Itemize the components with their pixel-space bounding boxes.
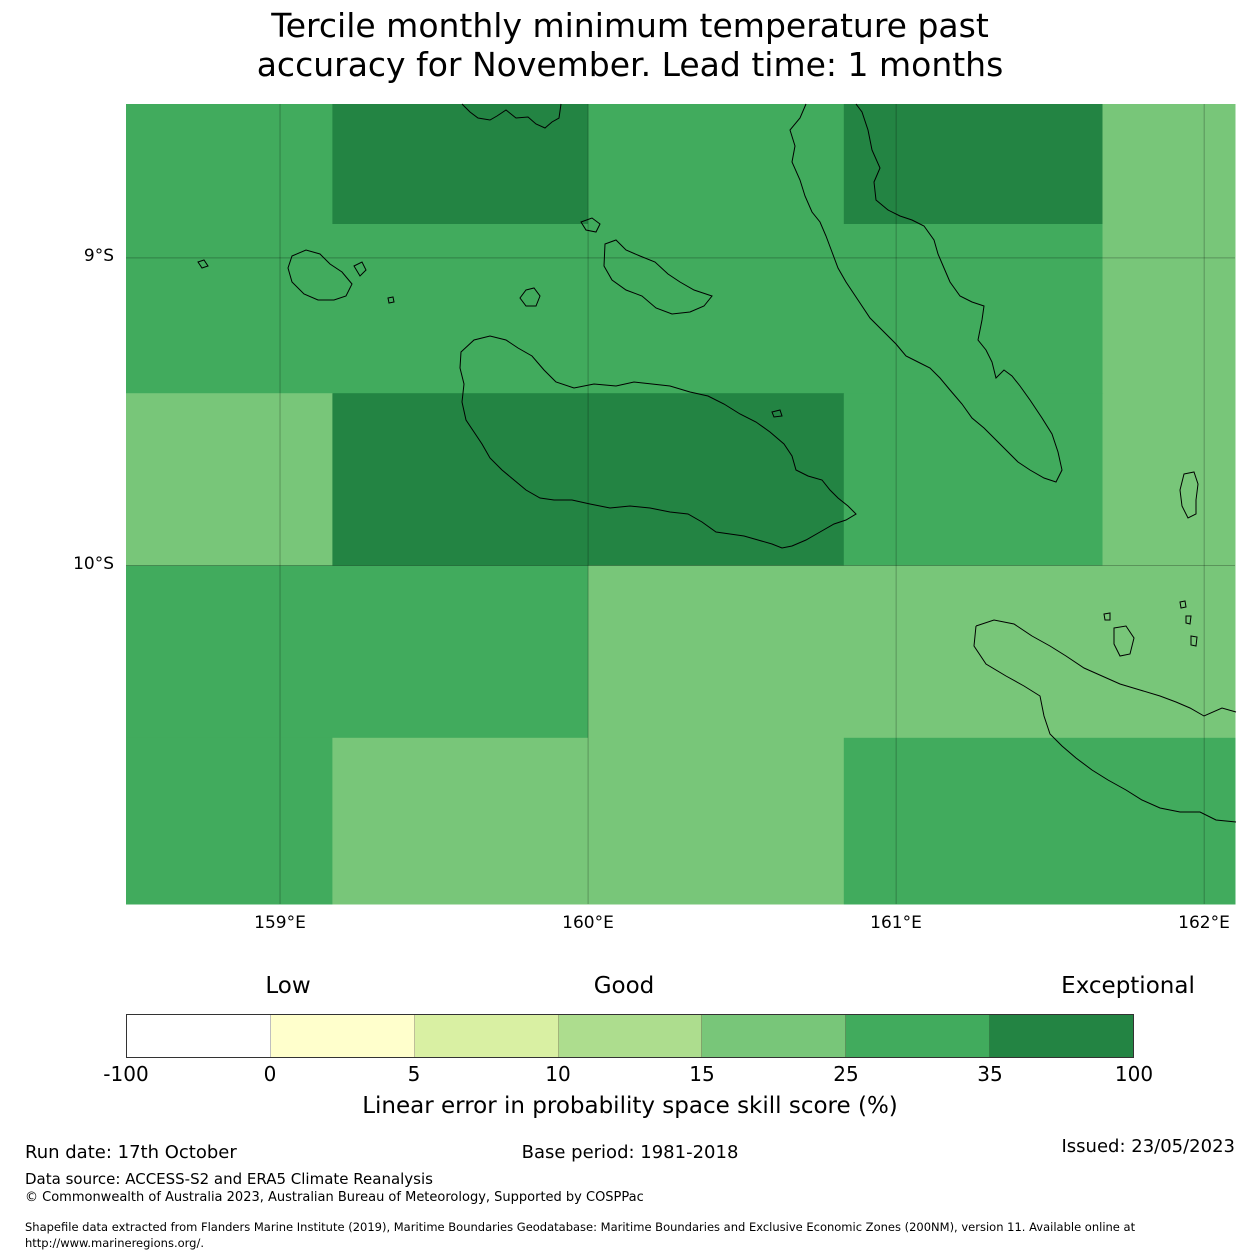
skill-cell-r4-c2	[843, 737, 1236, 905]
chart-title: Tercile monthly minimum temperature past…	[0, 6, 1260, 84]
skill-map	[126, 103, 1237, 905]
lon-label-162e: 162°E	[1178, 913, 1230, 933]
lat-label-9s: 9°S	[83, 246, 114, 266]
skill-cell-r4-c1	[332, 737, 845, 905]
skill-cell-r0-c2	[588, 104, 845, 225]
coast-isabel-north	[461, 103, 562, 129]
colorbar-segment-1	[127, 1015, 271, 1057]
coast-ugi	[1113, 625, 1135, 657]
coast-russell	[287, 249, 353, 301]
coast-islet-d	[1185, 615, 1192, 625]
lat-label-10s: 10°S	[73, 554, 114, 574]
colorbar-segment-7	[990, 1015, 1134, 1057]
coast-guadalcanal	[459, 335, 857, 549]
colorbar-label: Linear error in probability space skill …	[362, 1093, 898, 1119]
data-source: Data source: ACCESS-S2 and ERA5 Climate …	[25, 1170, 433, 1188]
legend-good: Good	[593, 973, 655, 999]
coast-savo	[519, 287, 541, 307]
skill-cell-r3-c1	[588, 565, 1236, 739]
colorbar-segment-5	[702, 1015, 847, 1057]
colorbar-tick-6: 25	[833, 1062, 859, 1086]
legend-low: Low	[265, 973, 311, 999]
colorbar-segment-3	[414, 1015, 559, 1057]
skill-cell-r0-c3	[843, 104, 1104, 225]
base-period: Base period: 1981-2018	[521, 1142, 739, 1163]
colorbar	[126, 1014, 1134, 1058]
colorbar-tick-8: 100	[1114, 1062, 1154, 1086]
colorbar-segment-4	[558, 1015, 703, 1057]
coast-russell-east	[353, 261, 367, 277]
coast-islet-west	[197, 259, 209, 269]
colorbar-tick-3: 5	[407, 1062, 421, 1086]
coast-makira	[975, 619, 1237, 717]
colorbar-tick-7: 35	[977, 1062, 1003, 1086]
colorbar-segment-2	[270, 1015, 415, 1057]
lon-label-161e: 161°E	[870, 913, 922, 933]
coastlines	[197, 103, 1237, 823]
skill-cell-r0-c4	[1102, 104, 1236, 225]
colorbar-tick-1: -100	[103, 1062, 149, 1086]
coast-makira-south	[973, 625, 1237, 823]
shapefile-credit-1: Shapefile data extracted from Flanders M…	[25, 1220, 1136, 1234]
copyright: © Commonwealth of Australia 2023, Austra…	[25, 1190, 644, 1205]
skill-cell-r0-c1	[332, 104, 589, 225]
skill-cell-r0-c0	[126, 104, 333, 225]
coast-nggela	[603, 239, 713, 315]
skill-cell-r2-c3	[1102, 393, 1236, 566]
coast-islet-c	[1179, 600, 1187, 609]
skill-cell-r3-c0	[126, 565, 589, 739]
colorbar-tick-2: 0	[263, 1062, 277, 1086]
skill-cell-r2-c1	[332, 393, 845, 566]
skill-cell-r1-c0	[126, 224, 1103, 394]
coast-malaita	[789, 103, 1063, 483]
skill-cell-r2-c2	[843, 393, 1104, 566]
coast-islet-a	[387, 296, 395, 304]
colorbar-segment-6	[846, 1015, 991, 1057]
skill-cell-r2-c0	[126, 393, 333, 566]
colorbar-tick-5: 15	[689, 1062, 715, 1086]
colorbar-tick-4: 10	[545, 1062, 571, 1086]
coast-florida-small	[580, 217, 601, 233]
coast-islet-b	[1103, 612, 1111, 621]
skill-cells	[126, 104, 1236, 905]
title-line-2: accuracy for November. Lead time: 1 mont…	[256, 45, 1004, 84]
run-date: Run date: 17th October	[25, 1142, 237, 1163]
coast-islet-e	[1190, 635, 1198, 647]
title-line-1: Tercile monthly minimum temperature past	[271, 6, 989, 45]
shapefile-credit-2: http://www.marineregions.org/.	[25, 1236, 204, 1250]
coast-rennell	[1179, 471, 1199, 519]
lon-label-159e: 159°E	[254, 913, 306, 933]
coast-guadalcanal-islet	[771, 409, 783, 418]
legend-exceptional: Exceptional	[1061, 973, 1195, 999]
lon-label-160e: 160°E	[562, 913, 614, 933]
issued-date: Issued: 23/05/2023	[1061, 1136, 1235, 1157]
skill-cell-r4-c0	[126, 737, 333, 905]
skill-cell-r1-c1	[1102, 224, 1236, 394]
